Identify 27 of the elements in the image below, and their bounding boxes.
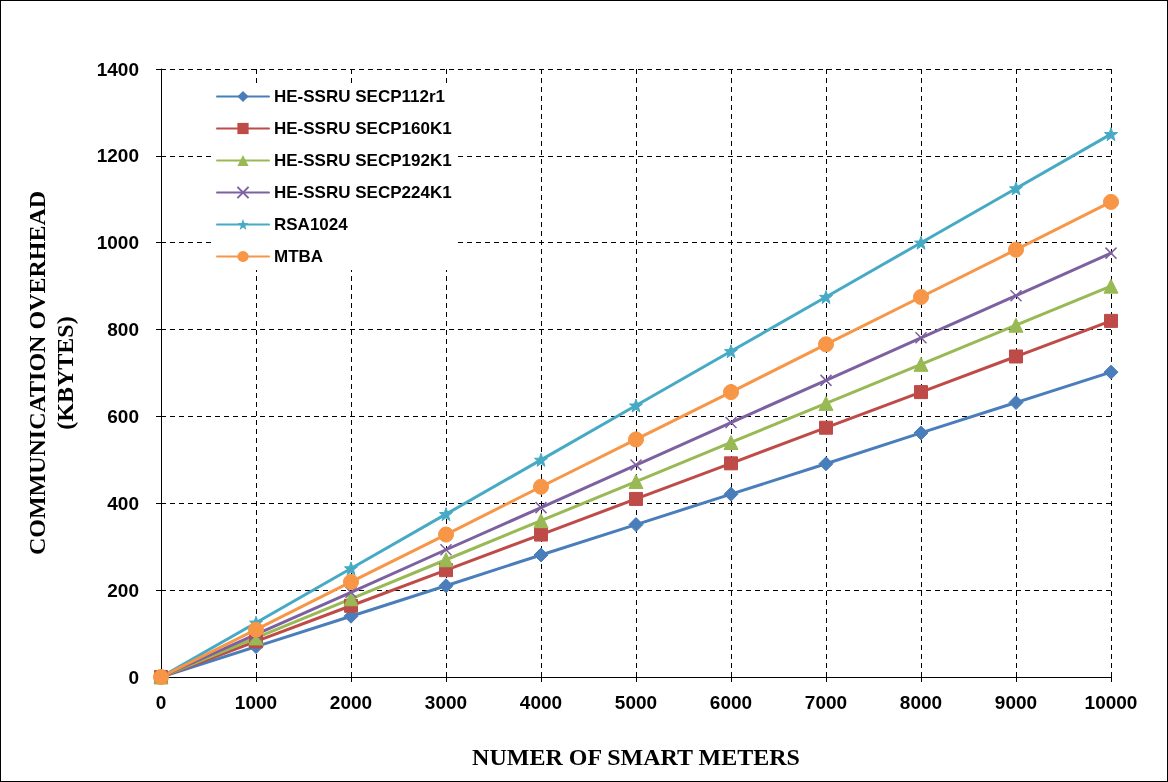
y-tick-label: 800 [107,319,139,341]
x-axis-title: NUMER OF SMART METERS [472,744,800,770]
y-tick-label: 1200 [96,145,139,167]
y-tick-label: 200 [107,579,139,601]
legend-label: HE-SSRU SECP160K1 [274,119,452,138]
legend-label: HE-SSRU SECP192K1 [274,151,452,170]
legend-label: HE-SSRU SECP224K1 [274,183,452,202]
x-tick-label: 10000 [1084,692,1138,713]
x-tick-label: 4000 [519,692,563,713]
x-tick-label: 6000 [709,692,753,713]
x-tick-label: 5000 [614,692,658,713]
y-tick-label: 0 [128,666,139,688]
x-tick-label: 3000 [424,692,468,713]
y-axis-title: COMMUNICATION OVERHEAD (KBYTES) [24,190,78,556]
legend-label: RSA1024 [274,215,349,234]
y-tick-label: 1400 [96,58,139,80]
x-tick-label: 2000 [329,692,373,713]
x-tick-label: 9000 [994,692,1038,713]
y-tick-label: 1000 [96,232,139,254]
legend-label: HE-SSRU SECP112r1 [274,87,446,106]
x-tick-label: 1000 [234,692,278,713]
legend-label: MTBA [274,247,324,266]
x-tick-label: 7000 [804,692,848,713]
x-tick-label: 8000 [899,692,943,713]
y-tick-label: 400 [107,492,139,514]
x-tick-label: 0 [155,692,167,713]
y-tick-label: 600 [107,405,139,427]
